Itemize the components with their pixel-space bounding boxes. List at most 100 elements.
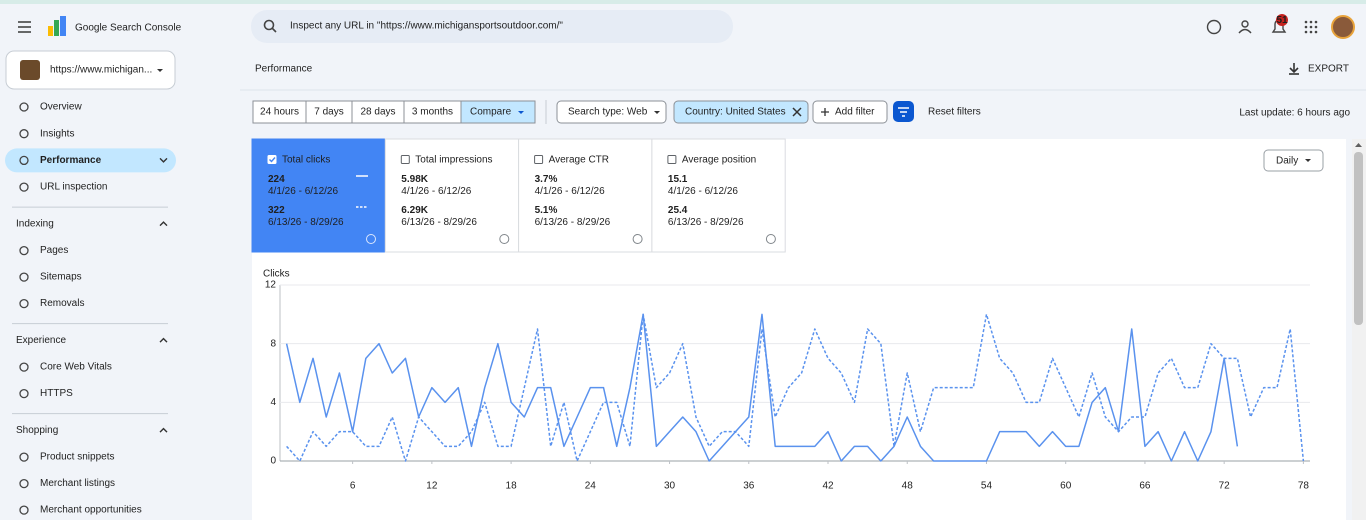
metric-card[interactable]: [651, 138, 786, 253]
nav-item[interactable]: Sitemaps: [40, 272, 82, 283]
metric-current-range: 4/1/26 - 6/12/26: [401, 186, 471, 197]
nav-icon: [19, 478, 29, 489]
x-tick-label: 78: [1298, 481, 1310, 492]
search-box[interactable]: [251, 10, 733, 43]
metric-label: Average CTR: [549, 155, 609, 166]
chevron: [159, 337, 168, 343]
nav-item[interactable]: Core Web Vitals: [40, 362, 112, 373]
country-filter[interactable]: [673, 100, 809, 124]
x-tick-label: 30: [664, 481, 676, 492]
metric-previous: 322: [268, 205, 285, 216]
checkbox: [267, 155, 277, 164]
nav-item[interactable]: Performance: [40, 155, 102, 166]
help-icon[interactable]: [1206, 19, 1222, 35]
nav-icon: [19, 155, 29, 166]
metric-previous-range: 6/13/26 - 8/29/26: [401, 217, 477, 228]
x-tick-label: 6: [350, 481, 356, 492]
x-tick-label: 72: [1219, 481, 1231, 492]
line-current: [285, 313, 1239, 462]
scroll-thumb[interactable]: [1354, 152, 1363, 325]
export-button[interactable]: EXPORT: [1308, 64, 1349, 75]
nav-icon: [19, 182, 29, 192]
caret: [157, 69, 163, 72]
nav-item[interactable]: Pages: [40, 245, 68, 256]
nav-icon: [19, 362, 29, 372]
nav-item[interactable]: Merchant opportunities: [40, 505, 142, 516]
nav-icon: [19, 388, 29, 399]
nav-active: [5, 148, 176, 173]
export-icon: [1289, 63, 1299, 75]
caret: [518, 111, 524, 114]
compare-label: Compare: [470, 107, 512, 118]
property-url[interactable]: https://www.michigan...: [50, 65, 152, 76]
nav-icon: [19, 505, 29, 515]
nav-item[interactable]: Insights: [40, 128, 74, 139]
scroll-arrow[interactable]: [1355, 143, 1362, 147]
x-tick-label: 54: [981, 481, 993, 492]
y-tick-label: 0: [270, 456, 276, 467]
nav-item[interactable]: Product snippets: [40, 452, 115, 463]
line-previous: [286, 313, 1305, 462]
menu-button[interactable]: [18, 21, 31, 33]
caret: [1305, 159, 1311, 162]
metric-current: 15.1: [668, 174, 688, 185]
nav-item[interactable]: Merchant listings: [40, 478, 115, 489]
x-tick-label: 12: [426, 481, 438, 492]
help-icon: [366, 234, 376, 244]
date-range-label: 24 hours: [260, 107, 299, 118]
plus-icon: [821, 108, 829, 116]
nav-item[interactable]: Removals: [40, 298, 84, 309]
metric-current-range: 4/1/26 - 6/12/26: [535, 186, 605, 197]
date-range-label: 3 months: [412, 107, 453, 118]
logo: [48, 16, 66, 36]
compare-button[interactable]: [460, 100, 536, 124]
metric-label: Average position: [682, 155, 756, 166]
help-icon: [765, 234, 776, 244]
nav-item[interactable]: URL inspection: [40, 182, 107, 193]
add-filter-button[interactable]: [812, 100, 888, 124]
avatar[interactable]: [1331, 15, 1355, 39]
search-type-filter-label: Search type: Web: [568, 107, 648, 118]
nav-icon: [19, 102, 29, 112]
checkbox: [400, 155, 410, 164]
metric-current: 5.98K: [401, 174, 428, 185]
help-icon: [632, 234, 643, 244]
search-placeholder[interactable]: Inspect any URL in "https://www.michigan…: [290, 21, 563, 32]
granularity[interactable]: Daily: [1276, 156, 1298, 167]
metric-card[interactable]: [518, 138, 653, 253]
nav-icon: [19, 129, 29, 139]
metric-previous: 5.1%: [535, 205, 558, 216]
y-axis-label: Clicks: [263, 269, 290, 280]
metric-current: 3.7%: [535, 174, 558, 185]
metric-previous: 25.4: [668, 205, 688, 216]
metric-card[interactable]: [384, 138, 520, 253]
account-icon[interactable]: [1238, 20, 1252, 34]
caret: [654, 111, 660, 114]
property-icon: [20, 60, 40, 80]
granularity-select[interactable]: [1263, 149, 1324, 172]
y-tick-label: 4: [270, 397, 276, 408]
nav-item[interactable]: Overview: [40, 102, 82, 113]
badge: [1276, 14, 1288, 26]
search-type-filter[interactable]: [556, 100, 667, 124]
apps-icon[interactable]: [1304, 20, 1318, 34]
metric-label: Total clicks: [282, 155, 330, 166]
search-icon: [263, 19, 277, 33]
metric-label: Total impressions: [415, 155, 492, 166]
metric-current-range: 4/1/26 - 6/12/26: [668, 186, 738, 197]
property-selector[interactable]: [5, 50, 176, 90]
page-title: Performance: [255, 64, 313, 75]
nav-item[interactable]: HTTPS: [40, 388, 73, 399]
checkbox: [534, 155, 544, 164]
nav-icon: [19, 452, 29, 462]
help-icon: [499, 234, 510, 244]
reset-filters[interactable]: Reset filters: [928, 107, 981, 118]
metric-previous-range: 6/13/26 - 8/29/26: [268, 217, 344, 228]
metric-current: 224: [268, 174, 285, 185]
x-tick-label: 60: [1060, 481, 1072, 492]
y-tick-label: 8: [270, 338, 276, 349]
last-update: Last update: 6 hours ago: [1239, 108, 1350, 119]
date-range-label: 28 days: [360, 107, 395, 118]
